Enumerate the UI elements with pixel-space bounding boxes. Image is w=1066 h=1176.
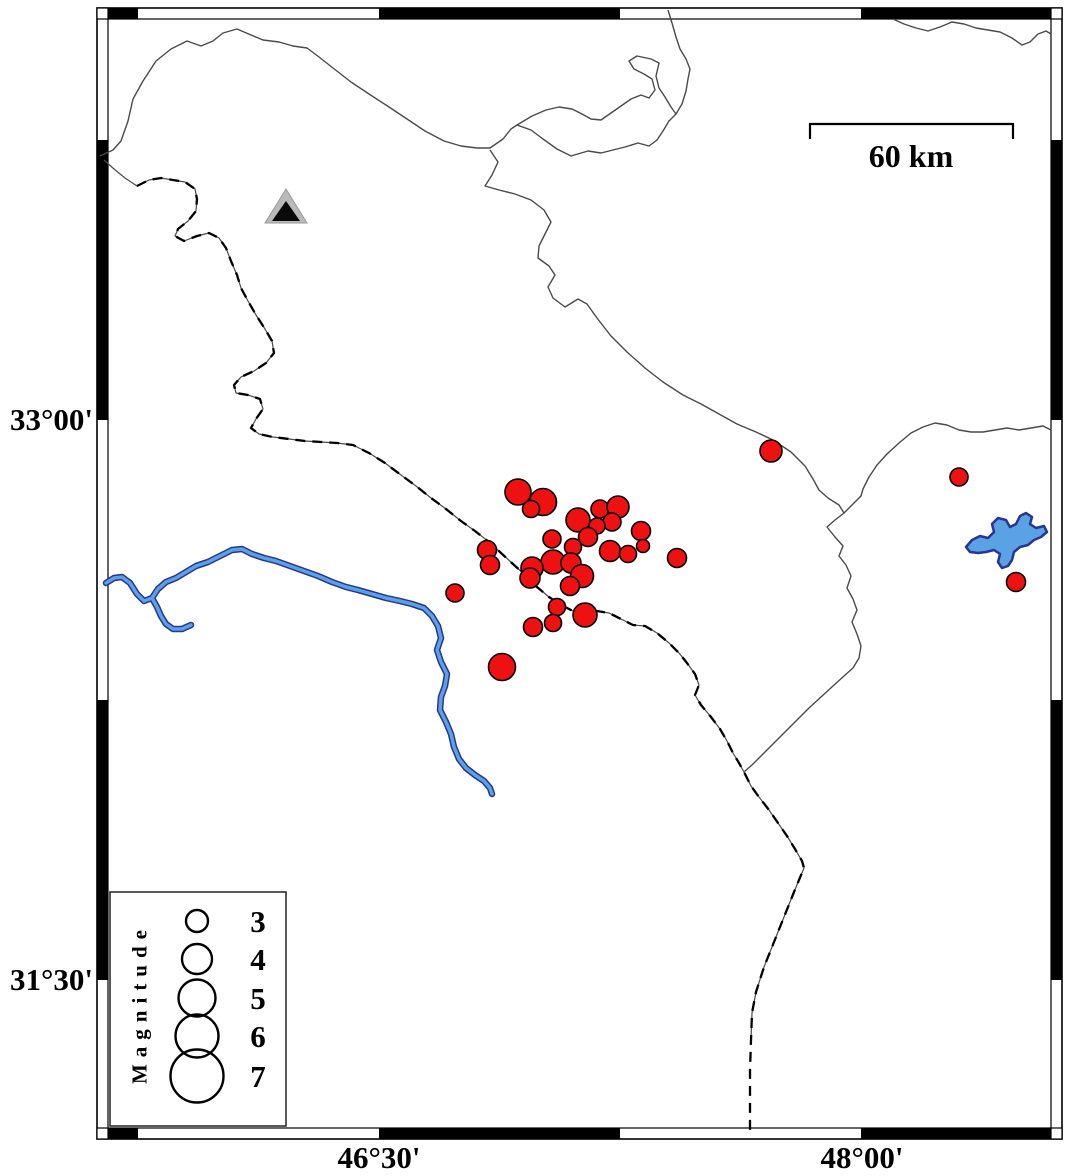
- scale-bar-label: 60 km: [868, 138, 954, 174]
- earthquake-marker: [487, 652, 517, 682]
- boundary-line: [843, 422, 1052, 514]
- legend-value-label: 5: [250, 981, 266, 1016]
- boundary-line: [99, 9, 691, 157]
- frame-segment-left: [97, 140, 108, 420]
- earthquake-marker: [618, 544, 638, 564]
- earthquake-marker: [572, 602, 598, 628]
- earthquake-marker: [522, 616, 544, 638]
- frame-segment-left: [97, 700, 108, 980]
- earthquake-marker: [1005, 571, 1027, 593]
- lake: [964, 511, 1049, 570]
- frame-outer-rect: [96, 7, 1063, 1140]
- earthquake-marker: [949, 467, 969, 487]
- legend-value-label: 4: [250, 942, 266, 977]
- legend-value-label: 6: [250, 1019, 266, 1054]
- earthquake-marker: [577, 526, 599, 548]
- legend-value-label: 7: [250, 1059, 266, 1094]
- earthquake-marker: [602, 512, 622, 532]
- station-inner-triangle-icon: [272, 201, 300, 221]
- frame-segment-bottom: [861, 1128, 1051, 1139]
- earthquake-marker: [542, 529, 562, 549]
- earthquake-marker: [504, 478, 532, 506]
- lat-label-33-00: 33°00': [9, 402, 93, 437]
- river: [104, 547, 494, 796]
- lon-label-48-00: 48°00': [820, 1140, 904, 1175]
- frame-inner-rect: [107, 18, 1052, 1129]
- legend-title: Magnitude: [127, 923, 152, 1085]
- frame-segment-top: [861, 8, 1051, 19]
- legend-circle: [180, 942, 214, 976]
- earthquake-marker: [445, 583, 465, 603]
- legend-circle: [174, 1013, 220, 1059]
- earthquake-marker: [666, 547, 688, 569]
- station-triangle: [264, 188, 308, 224]
- frame-corner-square: [96, 7, 109, 20]
- earthquake-marker: [630, 520, 652, 542]
- boundary-line: [484, 149, 862, 773]
- lon-label-46-30: 46°30': [337, 1140, 421, 1175]
- river-branch: [150, 596, 193, 631]
- legend-circle: [169, 1048, 225, 1104]
- earthquake-marker: [559, 575, 581, 597]
- frame-segment-top: [108, 8, 138, 19]
- river-branch-casing: [148, 594, 195, 633]
- frame-segment-bottom: [379, 1128, 620, 1139]
- scale-bar: [808, 122, 1015, 139]
- earthquake-marker: [547, 597, 567, 617]
- earthquake-markers: [445, 439, 1027, 682]
- earthquake-marker: [635, 538, 651, 554]
- frame-segment-right: [1051, 700, 1062, 980]
- map-layers: [99, 9, 1052, 1131]
- earthquake-marker: [759, 439, 783, 463]
- frame-segment-top: [379, 8, 620, 19]
- frame-corner-square: [1050, 1127, 1063, 1140]
- frame-corner-square: [96, 1127, 109, 1140]
- map-frame: [96, 7, 1063, 1140]
- scale-bar-bracket: [808, 122, 1015, 139]
- earthquake-marker: [565, 507, 591, 533]
- legend-value-label: 3: [250, 904, 266, 939]
- earthquake-marker: [543, 613, 563, 633]
- earthquake-marker: [521, 499, 541, 519]
- earthquake-marker: [598, 539, 622, 563]
- magnitude-legend: 34 56 7: [109, 891, 287, 1127]
- earthquake-marker: [479, 554, 501, 576]
- legend-circle: [184, 908, 210, 934]
- frame-corner-square: [1050, 7, 1063, 20]
- boundary-line: [516, 55, 677, 126]
- boundary-line: [892, 18, 1052, 46]
- frame-segment-bottom: [108, 1128, 138, 1139]
- frame-segment-right: [1051, 140, 1062, 420]
- legend-circle: [177, 978, 217, 1018]
- lat-label-31-30: 31°30': [9, 962, 93, 997]
- earthquake-marker: [519, 567, 541, 589]
- border-dashed-line: [136, 176, 806, 1131]
